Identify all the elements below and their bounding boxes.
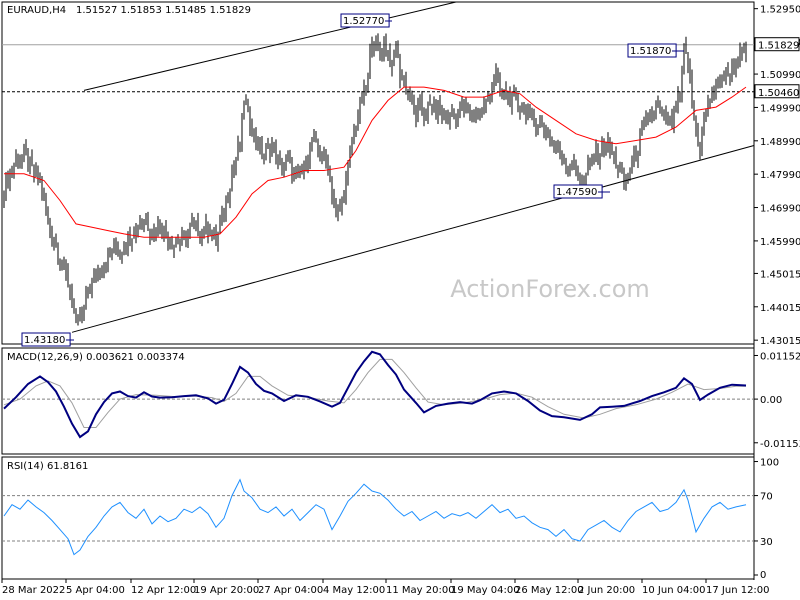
price-tick-label: 1.45015	[760, 269, 800, 280]
price-tick-label: 1.45990	[760, 237, 800, 248]
macd-signal-line	[3, 358, 746, 428]
time-tick-label: 28 Mar 2022	[2, 585, 65, 596]
current-price-label-box	[754, 37, 800, 52]
time-tick-label: 4 May 12:00	[323, 585, 385, 596]
swing-low-label: 1.47590	[556, 187, 597, 198]
watermark: ActionForex.com	[450, 275, 650, 303]
level-price-label-box	[754, 84, 800, 99]
axis-layer: 1.529501.519701.509901.499901.489901.479…	[1, 5, 800, 596]
high-label: 1.52770	[343, 16, 384, 27]
recent-high-label: 1.51870	[630, 46, 671, 57]
time-tick-label: 19 May 04:00	[451, 585, 520, 596]
price-tick-label: 1.46990	[760, 204, 800, 215]
price-tick-label: 1.43015	[760, 336, 800, 347]
time-tick-label: 17 Jun 12:00	[706, 585, 770, 596]
time-tick-label: 5 Apr 04:00	[66, 585, 125, 596]
price-layer: 1.52770 1.51870 1.47590 1.43180	[2, 1, 755, 347]
time-tick-label: 10 Jun 04:00	[642, 585, 706, 596]
price-header-ohlc: 1.51527 1.51853 1.51485 1.51829	[76, 5, 251, 16]
rsi-layer	[2, 478, 754, 556]
upper-trendline	[83, 1, 457, 91]
macd-main-line	[3, 350, 747, 439]
macd-tick-label: 0.00	[760, 395, 782, 406]
price-tick-label: 1.47990	[760, 170, 800, 181]
level-price-label: 1.50460	[758, 88, 799, 99]
rsi-line	[3, 478, 747, 556]
time-tick-label: 19 Apr 20:00	[194, 585, 259, 596]
rsi-tick-label: 70	[760, 492, 773, 503]
price-tick-label: 1.50990	[760, 70, 800, 81]
price-header-symbol: EURAUD,H4	[7, 5, 66, 16]
rsi-tick-label: 30	[760, 537, 773, 548]
price-tick-label: 1.49990	[760, 103, 800, 114]
macd-layer	[2, 350, 754, 439]
rsi-tick-label: 100	[760, 458, 779, 469]
time-tick-label: 11 May 20:00	[386, 585, 455, 596]
rsi-tick-label: 0	[760, 570, 766, 581]
price-tick-label: 1.52950	[760, 5, 800, 16]
current-price-label: 1.51829	[758, 41, 799, 52]
low-label: 1.43180	[24, 335, 65, 346]
price-tick-label: 1.44015	[760, 303, 800, 314]
rsi-pane-frame	[1, 456, 755, 580]
time-tick-label: 27 Apr 04:00	[258, 585, 323, 596]
macd-tick-label: 0.011524	[760, 351, 800, 362]
moving-average-line	[4, 86, 747, 238]
time-tick-label: 2 Jun 20:00	[578, 585, 635, 596]
lower-trendline	[71, 144, 755, 333]
time-tick-label: 12 Apr 12:00	[131, 585, 196, 596]
macd-header: MACD(12,26,9) 0.003621 0.003374	[7, 352, 185, 363]
macd-tick-label: -0.011537	[760, 439, 800, 450]
time-tick-label: 26 May 12:00	[515, 585, 584, 596]
price-tick-label: 1.48990	[760, 137, 800, 148]
rsi-header: RSI(14) 61.8161	[7, 461, 88, 472]
